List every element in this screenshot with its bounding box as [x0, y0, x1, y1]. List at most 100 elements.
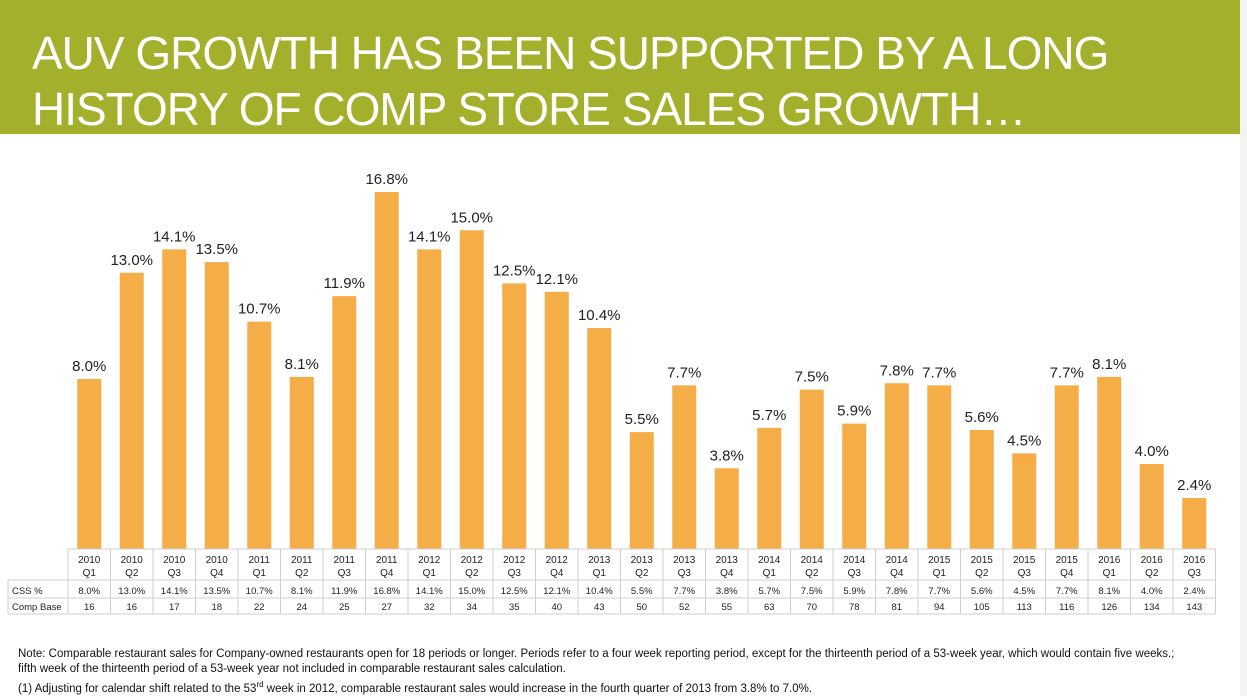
bar-label-1: 13.0%: [110, 252, 153, 269]
year-label-15: 2013: [716, 555, 739, 566]
quarter-label-10: Q3: [508, 568, 522, 579]
quarter-label-17: Q2: [805, 568, 819, 579]
row-header-comp-base: Comp Base: [12, 602, 62, 613]
comp-base-value-26: 143: [1186, 602, 1202, 613]
quarter-label-19: Q4: [890, 568, 904, 579]
year-label-9: 2012: [461, 555, 484, 566]
year-label-18: 2014: [843, 555, 866, 566]
css-value-0: 8.0%: [78, 586, 100, 597]
comp-base-value-23: 116: [1059, 602, 1074, 613]
year-label-12: 2013: [588, 555, 611, 566]
quarter-label-24: Q1: [1103, 568, 1117, 579]
quarter-label-26: Q3: [1188, 568, 1202, 579]
quarter-label-5: Q2: [295, 568, 309, 579]
quarter-label-14: Q3: [678, 568, 692, 579]
bar-label-15: 3.8%: [710, 447, 744, 464]
css-value-16: 5.7%: [758, 586, 780, 597]
comp-base-value-18: 78: [849, 602, 860, 613]
css-value-19: 7.8%: [886, 586, 908, 597]
year-label-1: 2010: [121, 555, 144, 566]
quarter-label-23: Q4: [1060, 568, 1074, 579]
css-value-17: 7.5%: [801, 586, 823, 597]
bar-10: [502, 283, 527, 549]
year-label-3: 2010: [206, 555, 229, 566]
comp-base-value-5: 24: [296, 602, 307, 613]
comp-base-value-11: 40: [551, 602, 562, 613]
footnote-3-pre: (1) Adjusting for calendar shift related…: [18, 682, 257, 695]
year-label-19: 2014: [886, 555, 909, 566]
css-value-4: 10.7%: [246, 586, 273, 597]
bar-label-9: 15.0%: [450, 209, 493, 226]
bar-label-11: 12.1%: [535, 271, 578, 288]
bar-18: [842, 423, 867, 549]
comp-sales-bar-chart: 8.0% 2010 Q1 8.0% 16 13.0% 2010 Q2 13.0% 16 14.1% 2…: [7, 171, 1216, 615]
bar-label-16: 5.7%: [752, 407, 786, 424]
css-value-3: 13.5%: [203, 586, 230, 597]
css-value-6: 11.9%: [331, 586, 358, 597]
comp-base-value-8: 32: [424, 602, 435, 613]
year-label-2: 2010: [163, 555, 186, 566]
comp-base-value-9: 34: [466, 602, 477, 613]
quarter-label-16: Q1: [763, 568, 777, 579]
page-title-line-1: AUV GROWTH HAS BEEN SUPPORTED BY A LONG: [32, 27, 1109, 79]
year-label-8: 2012: [418, 555, 441, 566]
bar-label-21: 5.6%: [965, 409, 999, 426]
bar-label-3: 13.5%: [195, 241, 238, 258]
year-label-16: 2014: [758, 555, 781, 566]
bar-20: [927, 385, 952, 549]
quarter-label-25: Q2: [1145, 568, 1159, 579]
css-value-18: 5.9%: [843, 586, 865, 597]
title-banner: [0, 0, 1240, 134]
quarter-label-0: Q1: [83, 568, 97, 579]
bar-7: [374, 192, 399, 549]
css-value-1: 13.0%: [118, 586, 145, 597]
css-value-11: 12.1%: [543, 586, 570, 597]
footnote-line-2: fifth week of the thirteenth period of a…: [18, 663, 566, 675]
bar-label-24: 8.1%: [1092, 356, 1126, 373]
bar-label-10: 12.5%: [493, 262, 536, 279]
bar-label-18: 5.9%: [837, 403, 871, 420]
quarter-label-7: Q4: [380, 568, 394, 579]
bar-label-19: 7.8%: [880, 362, 914, 379]
bar-label-4: 10.7%: [238, 301, 281, 318]
bar-label-14: 7.7%: [667, 364, 701, 381]
comp-base-value-1: 16: [126, 602, 137, 613]
bar-label-0: 8.0%: [72, 358, 106, 375]
bar-6: [332, 296, 357, 549]
bar-13: [629, 432, 654, 549]
comp-base-value-25: 134: [1144, 602, 1160, 613]
css-value-10: 12.5%: [501, 586, 528, 597]
bar-12: [587, 328, 612, 549]
bar-2: [162, 249, 187, 549]
bar-14: [672, 385, 697, 549]
comp-base-value-15: 55: [721, 602, 732, 613]
year-label-24: 2016: [1098, 555, 1121, 566]
comp-base-value-13: 50: [636, 602, 647, 613]
css-value-8: 14.1%: [416, 586, 443, 597]
quarter-label-6: Q3: [338, 568, 352, 579]
year-label-26: 2016: [1183, 555, 1206, 566]
css-value-22: 4.5%: [1013, 586, 1035, 597]
bar-label-26: 2.4%: [1177, 477, 1211, 494]
quarter-label-9: Q2: [465, 568, 479, 579]
year-label-7: 2011: [376, 555, 398, 566]
bar-11: [544, 291, 569, 549]
bar-3: [204, 262, 229, 549]
css-value-5: 8.1%: [291, 586, 313, 597]
year-label-22: 2015: [1013, 555, 1036, 566]
bar-0: [77, 379, 102, 549]
bar-label-17: 7.5%: [795, 369, 829, 386]
bar-8: [417, 249, 442, 549]
bar-26: [1182, 498, 1207, 549]
row-header-css: CSS %: [12, 586, 43, 597]
bar-23: [1054, 385, 1079, 549]
year-label-17: 2014: [801, 555, 824, 566]
page-title-line-2: HISTORY OF COMP STORE SALES GROWTH…: [32, 83, 1026, 135]
quarter-label-13: Q2: [635, 568, 649, 579]
year-label-11: 2012: [546, 555, 569, 566]
bar-21: [969, 430, 994, 549]
quarter-label-3: Q4: [210, 568, 224, 579]
bar-1: [119, 272, 144, 549]
bar-22: [1012, 453, 1037, 549]
css-value-23: 7.7%: [1056, 586, 1078, 597]
